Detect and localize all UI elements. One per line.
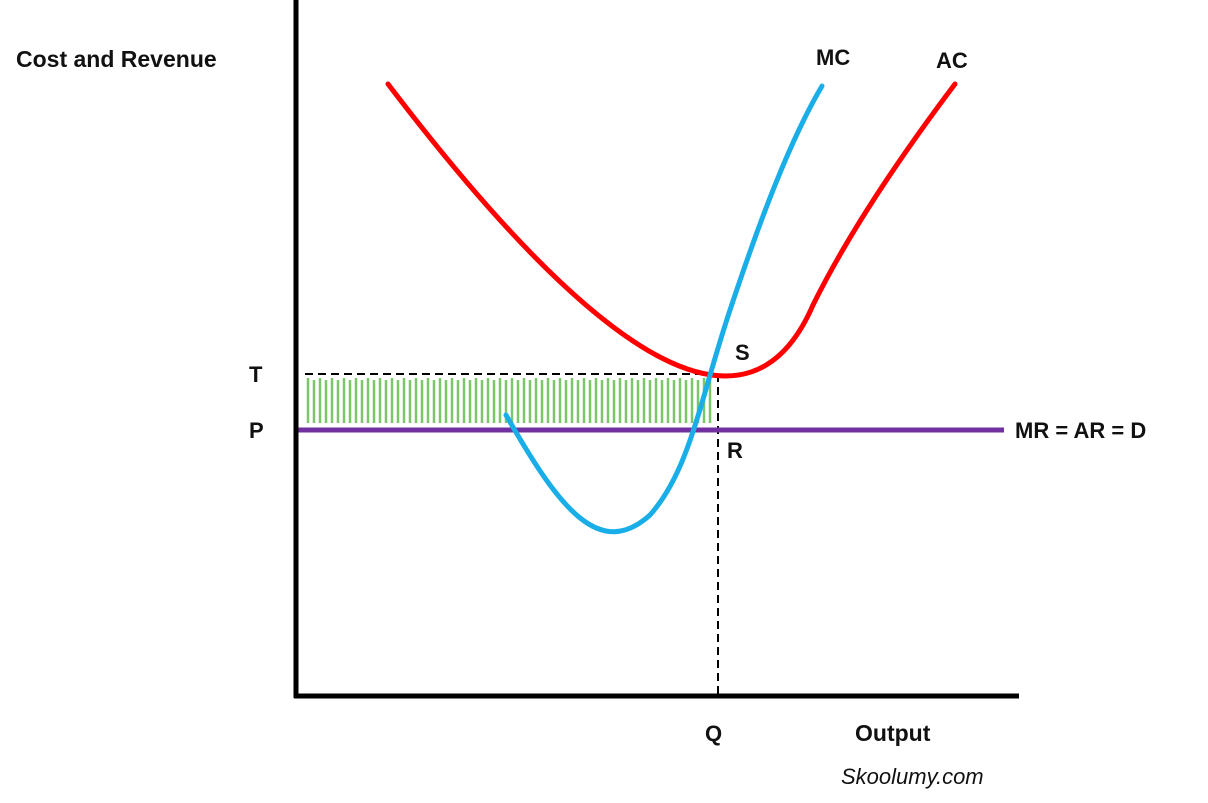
x-axis-title: Output bbox=[855, 720, 931, 746]
demand-line-label: MR = AR = D bbox=[1015, 418, 1147, 443]
point-p-label: P bbox=[249, 418, 264, 443]
watermark: Skoolumy.com bbox=[841, 764, 984, 789]
loss-area-hatch bbox=[306, 378, 712, 423]
mc-curve bbox=[503, 83, 825, 535]
point-t-label: T bbox=[249, 362, 263, 387]
ac-curve bbox=[385, 81, 958, 379]
mc-curve-label: MC bbox=[816, 45, 851, 70]
y-axis-title: Cost and Revenue bbox=[16, 46, 217, 72]
point-r-label: R bbox=[727, 438, 743, 463]
point-s-label: S bbox=[735, 340, 750, 365]
point-q-label: Q bbox=[705, 721, 723, 746]
ac-curve-label: AC bbox=[936, 48, 968, 73]
